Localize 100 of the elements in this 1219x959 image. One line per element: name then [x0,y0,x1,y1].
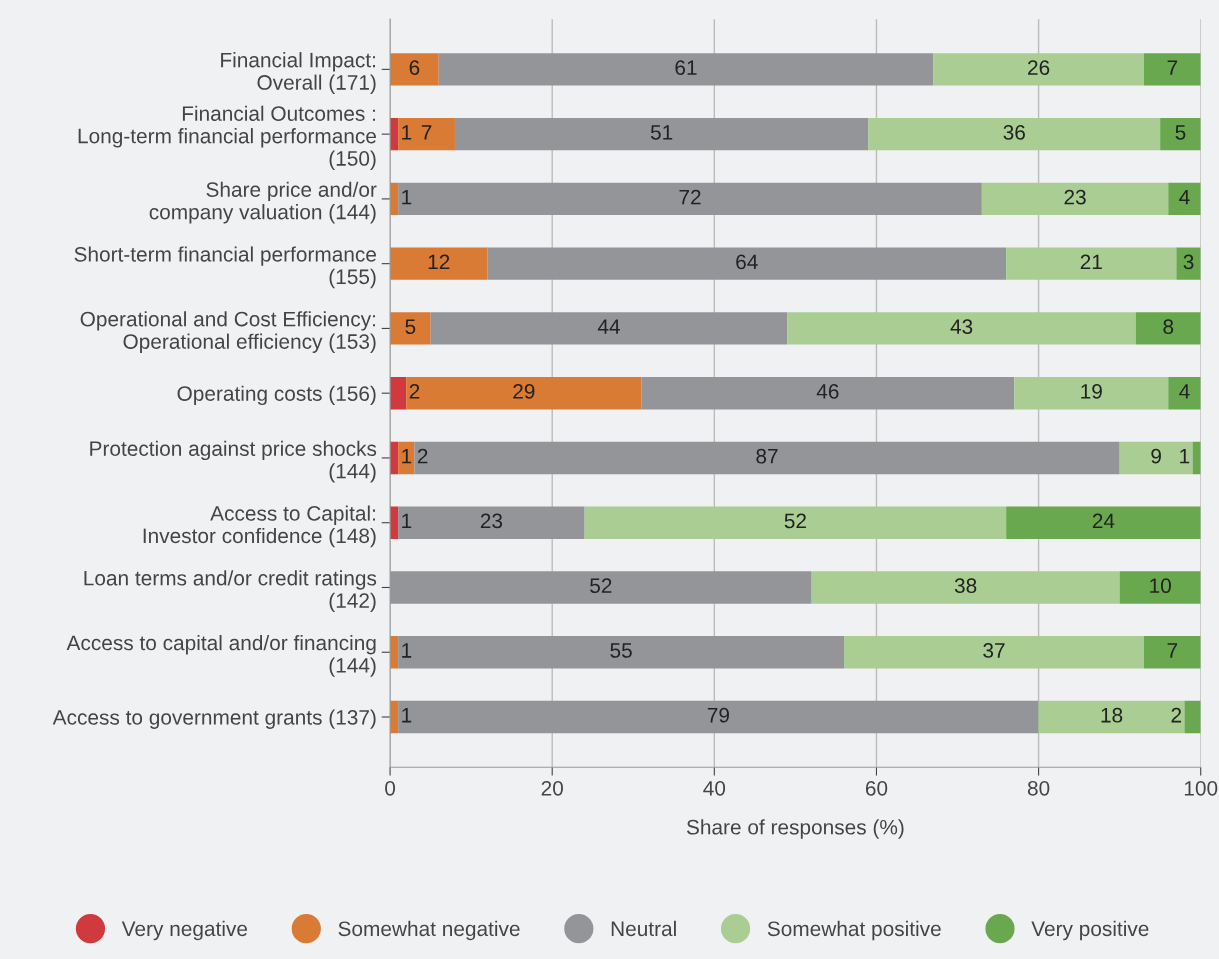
bar [406,377,642,410]
y-tick-label: Financial Impact: Overall (171) [221,52,376,94]
x-tick-label: 60 [865,780,888,796]
bar [398,441,415,475]
x-axis-title: Share of responses (%) [686,819,904,839]
data-label: 5 [405,319,416,335]
data-label: 7 [421,125,432,140]
data-label: 1 [402,125,412,140]
bar [933,53,1144,86]
y-tick-label: Share price and/or company valuation (144) [149,181,377,224]
bar [868,117,1161,151]
bar [1160,117,1201,151]
legend-label: Somewhat negative [338,920,520,941]
y-tick-label: Access to capital and/or financing (144) [66,634,376,677]
bar [398,700,1039,734]
bar [1176,247,1201,280]
data-label: 18 [1101,707,1123,723]
legend-label: Somewhat positive [767,920,941,941]
data-label: 23 [1064,189,1086,205]
data-label: 38 [954,578,977,594]
bar [1168,377,1201,410]
bar [1168,182,1201,216]
y-tick-label: Access to Capital: Investor confidence (148) [143,505,376,548]
data-label: 10 [1150,578,1171,594]
data-label: 29 [513,384,535,399]
data-label: 1 [1180,449,1190,464]
data-label: 44 [597,319,620,334]
bar [1143,636,1201,669]
data-label: 2 [417,448,428,464]
bar [641,377,1015,410]
bar [584,506,1007,539]
data-label: 61 [675,60,697,75]
bar [390,53,439,86]
data-label: 2 [409,384,420,399]
legend-label: Very positive [1031,920,1149,941]
x-tick-label: 0 [385,780,396,796]
data-label: 52 [784,513,806,529]
data-label: 1 [402,513,412,529]
data-label: 36 [1003,124,1025,140]
bar [1119,441,1193,475]
y-tick-label: Loan terms and/or credit ratings (142) [84,570,377,613]
x-tick-label: 20 [541,780,563,796]
data-label: 1 [402,643,412,658]
bar [844,636,1144,669]
data-label: 55 [610,643,632,658]
y-tick-label: Access to government grants (137) [52,709,376,729]
data-label: 64 [736,254,758,270]
bar [1143,53,1201,86]
bar [454,117,869,151]
bar [1184,700,1201,734]
bar [1038,700,1185,734]
bar [787,312,1136,345]
data-label: 72 [679,189,701,205]
bar [390,247,488,280]
bar [1006,506,1201,539]
bar [390,377,407,410]
bar [487,247,1007,280]
bar [398,117,455,151]
data-label: 79 [707,707,729,723]
data-label: 6 [409,60,420,75]
data-label: 24 [1092,513,1115,529]
data-label: 1 [402,708,412,723]
bar [1014,377,1169,410]
data-label: 87 [756,448,778,464]
bar [438,53,934,86]
bar [1119,571,1201,604]
bar [981,182,1169,216]
data-label: 1 [402,449,412,464]
data-label: 3 [1183,254,1194,270]
bar [398,636,845,669]
bar [430,312,788,345]
bar [1135,312,1201,345]
x-tick-label: 80 [1027,780,1050,796]
data-label: 26 [1028,60,1050,75]
data-label: 37 [983,643,1005,658]
y-tick-label: Operating costs (156) [177,385,376,406]
data-label: 5 [1175,125,1186,140]
data-label: 12 [428,254,450,270]
y-tick-label: Financial Outcomes : Long-term financial performance (150) [78,105,376,170]
y-tick-label: Protection against price shocks (144) [90,440,377,483]
legend-label: Neutral [611,920,676,937]
y-tick-label: Operational and Cost Efficiency: Operational efficiency (153) [80,311,376,354]
legend-label: Very negative [121,920,248,941]
x-tick-label: 100 [1184,780,1218,796]
data-label: 43 [950,319,973,335]
bar [398,506,585,539]
bar [390,312,431,345]
data-label: 1 [402,189,412,205]
data-label: 4 [1179,189,1190,205]
bar [398,182,982,216]
data-label: 2 [1171,707,1182,723]
data-label: 7 [1167,643,1178,658]
data-label: 52 [590,578,612,594]
x-tick-label: 40 [703,780,726,796]
bar [414,441,1120,475]
data-label: 21 [1080,254,1102,270]
bar [811,571,1120,604]
data-label: 8 [1163,319,1174,335]
data-label: 19 [1081,384,1102,399]
data-label: 4 [1179,384,1190,399]
